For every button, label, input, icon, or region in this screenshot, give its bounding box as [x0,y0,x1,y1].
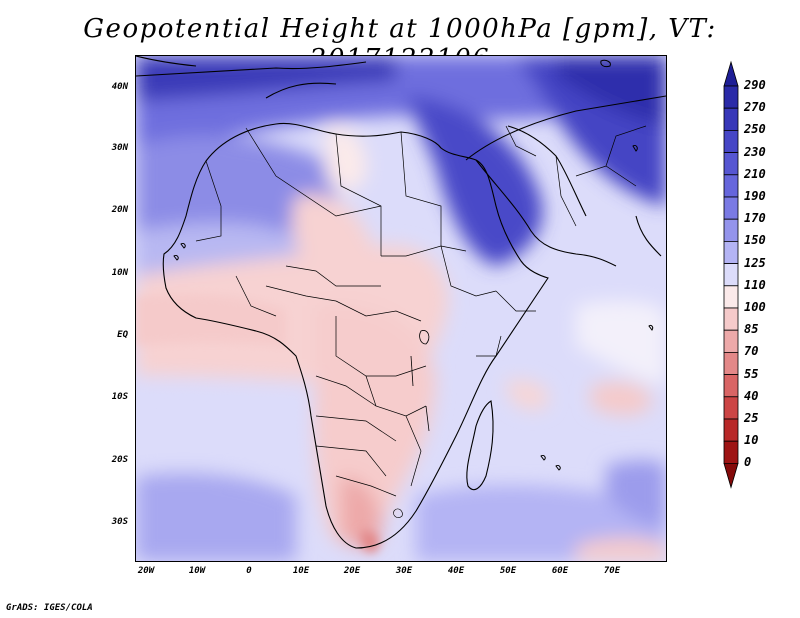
colorbar-label: 150 [744,233,766,248]
colorbar-label: 70 [744,344,759,359]
lat-tick-label: 30S [111,517,128,527]
colorbar-swatch [723,374,739,398]
lon-tick-label: 50E [499,566,517,576]
colorbar-label: 25 [744,411,759,425]
colorbar-top-arrow [723,60,739,87]
lat-tick-label: 40N [111,82,128,92]
colorbar-label: 250 [744,122,766,137]
colorbar-swatch [723,174,739,198]
colorbar-label: 270 [744,100,766,115]
field-shading [136,56,666,561]
colorbar-swatch [723,85,739,109]
lakes [410,330,430,432]
colorbar-label: 125 [744,255,766,270]
colorbar-swatch [723,152,739,176]
coastlines [136,56,666,549]
colorbar-label: 40 [744,388,759,403]
lon-tick-label: 0 [246,566,252,576]
islands [173,59,654,471]
lon-tick-label: 20E [343,566,361,576]
lon-tick-label: 10E [292,566,310,576]
colorbar-label: 85 [744,322,759,337]
colorbar-swatch [723,285,739,309]
grads-credit: GrADS: IGES/COLA [6,603,93,613]
lon-tick-label: 30E [395,566,413,576]
colorbar-swatch [723,329,739,353]
colorbar-label: 0 [744,455,752,470]
lat-tick-label: 20S [111,455,128,465]
lat-tick-label: 20N [111,205,128,215]
colorbar-label: 290 [744,78,766,92]
lon-tick-label: 60E [551,566,569,576]
colorbar-swatch [723,307,739,331]
map-plot-area [135,55,667,562]
colorbar-label: 110 [744,277,766,292]
colorbar-swatch [723,263,739,287]
colorbar-label: 190 [744,189,766,203]
lat-tick-label: 10S [111,392,128,402]
lat-tick-label: EQ [117,330,128,340]
colorbar-swatch [723,130,739,154]
colorbar-label: 170 [744,211,766,226]
lon-tick-label: 40E [447,566,465,576]
colorbar [723,60,739,489]
colorbar-swatch [723,240,739,264]
colorbar-swatch [723,418,739,442]
colorbar-label: 55 [744,366,759,381]
map-svg [136,56,666,561]
lon-tick-label: 10W [188,566,206,576]
colorbar-swatch [723,351,739,375]
lon-tick-label: 70E [603,566,621,576]
colorbar-swatch [723,218,739,242]
country-borders [195,125,647,518]
colorbar-swatch [723,107,739,131]
lat-tick-label: 30N [111,143,128,153]
colorbar-swatch [723,396,739,420]
lat-tick-label: 10N [111,268,128,278]
lon-tick-label: 20W [137,566,155,576]
colorbar-label: 230 [744,144,766,159]
colorbar-label: 100 [744,300,766,314]
colorbar-swatch [723,196,739,220]
colorbar-bottom-arrow [723,463,739,489]
colorbar-swatch [723,440,739,464]
colorbar-label: 210 [744,166,766,181]
colorbar-label: 10 [744,433,759,448]
